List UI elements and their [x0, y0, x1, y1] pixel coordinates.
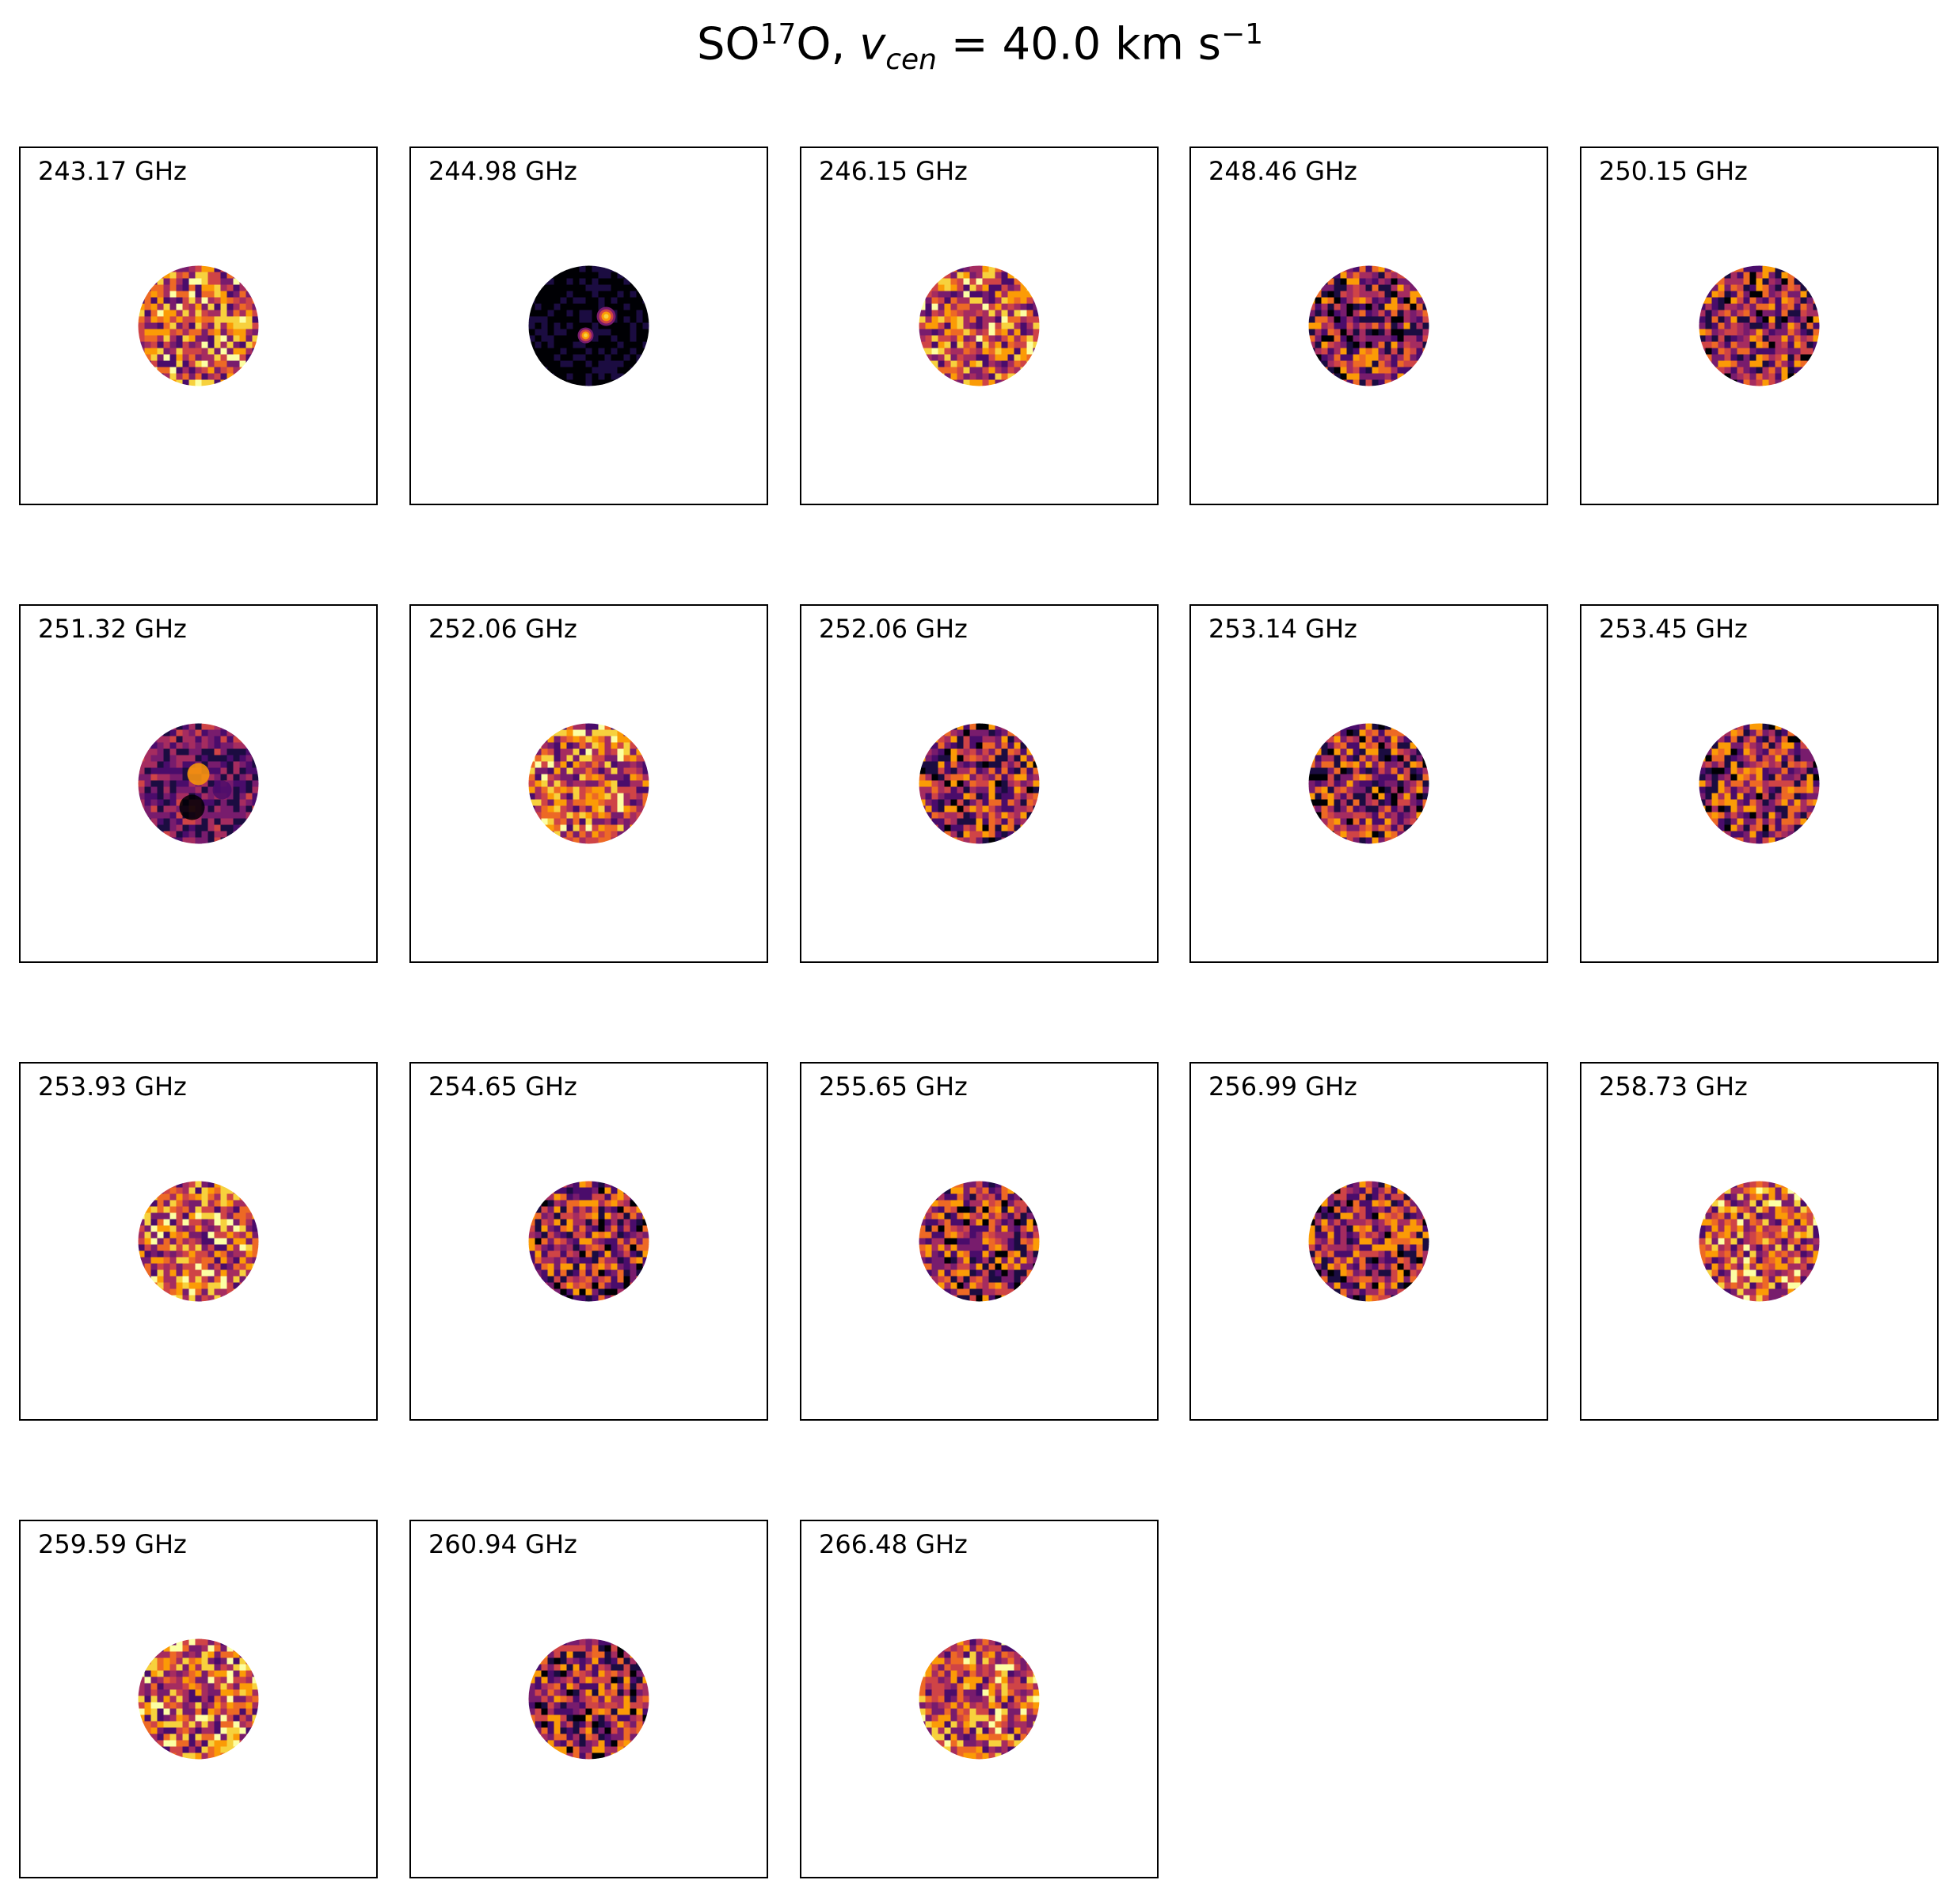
channel-map-panel: 246.15 GHz — [800, 147, 1159, 505]
channel-map-image — [919, 723, 1040, 844]
panel-frequency-label: 256.99 GHz — [1208, 1071, 1357, 1102]
panel-frequency-label: 246.15 GHz — [819, 156, 968, 186]
channel-map-image — [528, 1638, 649, 1760]
panel-frequency-label: 266.48 GHz — [819, 1529, 968, 1559]
panel-frequency-label: 259.59 GHz — [38, 1529, 187, 1559]
channel-map-image — [919, 1181, 1040, 1302]
channel-map-panel: 259.59 GHz — [19, 1520, 378, 1878]
channel-map-panel: 253.14 GHz — [1189, 604, 1548, 963]
channel-map-image — [138, 723, 259, 844]
panel-frequency-label: 253.93 GHz — [38, 1071, 187, 1102]
channel-map-panel: 266.48 GHz — [800, 1520, 1159, 1878]
channel-map-panel: 255.65 GHz — [800, 1062, 1159, 1421]
channel-map-panel: 244.98 GHz — [409, 147, 768, 505]
channel-map-panel: 252.06 GHz — [409, 604, 768, 963]
figure-title: SO17O, vcen = 40.0 km s−1 — [696, 18, 1264, 76]
channel-map-image — [1308, 1181, 1429, 1302]
panel-frequency-label: 251.32 GHz — [38, 614, 187, 644]
channel-map-image — [919, 265, 1040, 386]
channel-map-panel: 253.45 GHz — [1580, 604, 1939, 963]
channel-map-panel: 258.73 GHz — [1580, 1062, 1939, 1421]
channel-map-panel: 250.15 GHz — [1580, 147, 1939, 505]
channel-map-panel: 248.46 GHz — [1189, 147, 1548, 505]
panel-frequency-label: 253.14 GHz — [1208, 614, 1357, 644]
channel-map-image — [528, 1181, 649, 1302]
channel-map-image — [138, 265, 259, 386]
channel-map-image — [1699, 1181, 1820, 1302]
channel-map-image — [1699, 265, 1820, 386]
panel-frequency-label: 252.06 GHz — [428, 614, 577, 644]
channel-map-image — [528, 265, 649, 386]
channel-map-image — [138, 1638, 259, 1760]
panel-frequency-label: 254.65 GHz — [428, 1071, 577, 1102]
channel-map-panel: 251.32 GHz — [19, 604, 378, 963]
panel-frequency-label: 244.98 GHz — [428, 156, 577, 186]
channel-map-panel: 253.93 GHz — [19, 1062, 378, 1421]
panel-frequency-label: 253.45 GHz — [1599, 614, 1748, 644]
channel-map-image — [1699, 723, 1820, 844]
panel-frequency-label: 252.06 GHz — [819, 614, 968, 644]
channel-map-panel: 254.65 GHz — [409, 1062, 768, 1421]
channel-map-panel: 256.99 GHz — [1189, 1062, 1548, 1421]
channel-map-image — [528, 723, 649, 844]
panel-frequency-label: 250.15 GHz — [1599, 156, 1748, 186]
channel-map-image — [919, 1638, 1040, 1760]
channel-map-panel: 260.94 GHz — [409, 1520, 768, 1878]
channel-map-panel: 243.17 GHz — [19, 147, 378, 505]
panel-frequency-label: 260.94 GHz — [428, 1529, 577, 1559]
panel-frequency-label: 258.73 GHz — [1599, 1071, 1748, 1102]
channel-map-panel: 252.06 GHz — [800, 604, 1159, 963]
panel-frequency-label: 243.17 GHz — [38, 156, 187, 186]
panel-frequency-label: 248.46 GHz — [1208, 156, 1357, 186]
channel-map-image — [138, 1181, 259, 1302]
panel-frequency-label: 255.65 GHz — [819, 1071, 968, 1102]
channel-map-image — [1308, 265, 1429, 386]
channel-map-image — [1308, 723, 1429, 844]
